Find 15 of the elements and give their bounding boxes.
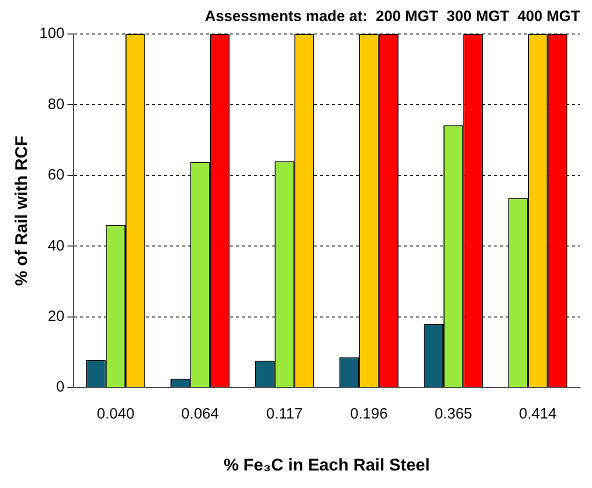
y-axis-title: % of Rail with RCF [12,136,31,286]
y-tick-label: 100 [39,25,64,42]
y-tick-label: 0 [56,378,64,396]
x-axis-title: % Fe₃C in Each Rail Steel [224,455,430,474]
x-tick-label: 0.064 [181,406,219,423]
y-tick-label: 60 [48,166,64,184]
chart-title: Assessments made at: 200 MGT 300 MGT 400 MGT [204,8,580,26]
x-tick-label: 0.040 [96,406,134,423]
y-tick-label: 20 [48,308,64,326]
x-tick-label: 0.196 [350,406,388,423]
x-tick-label: 0.117 [266,406,303,423]
x-tick-label: 0.414 [519,406,557,423]
y-tick-label: 80 [48,96,64,113]
y-tick-label: 40 [48,237,64,254]
x-tick-label: 0.365 [434,406,472,423]
